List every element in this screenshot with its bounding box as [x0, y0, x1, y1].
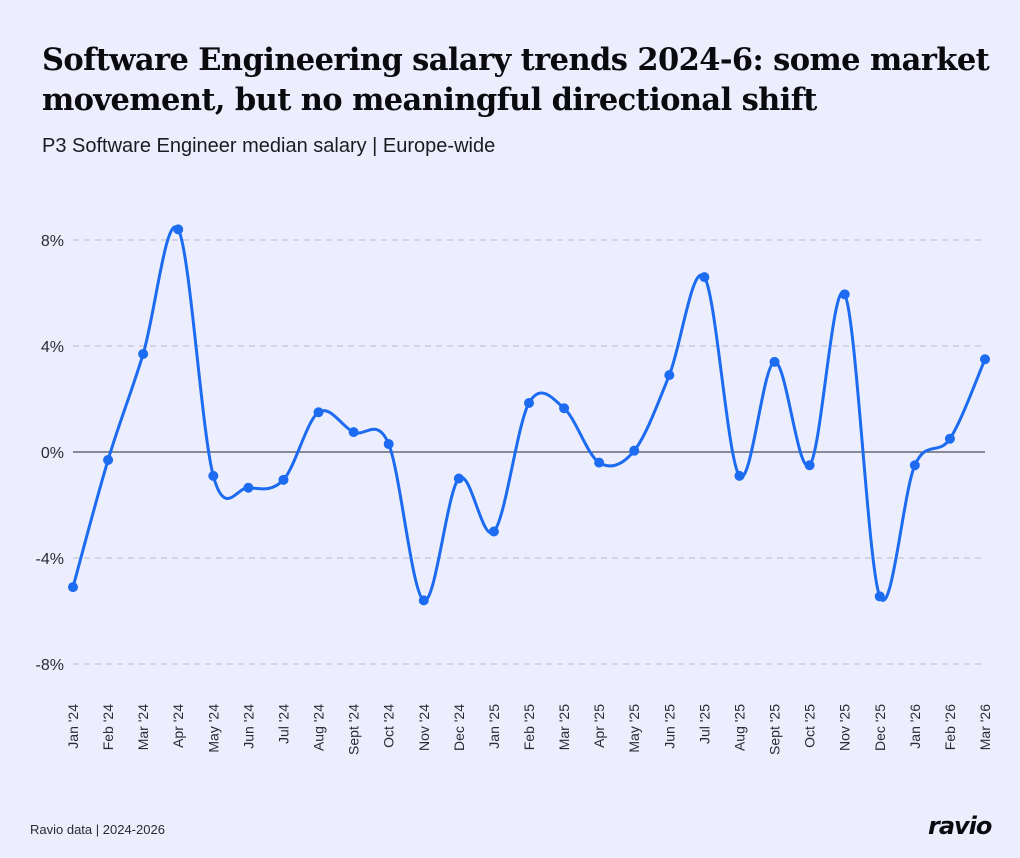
data-point — [559, 403, 570, 414]
y-tick-label: -8% — [36, 657, 64, 674]
data-point — [383, 439, 394, 450]
data-point — [769, 356, 780, 367]
data-point — [278, 474, 289, 485]
y-tick-label: 0% — [41, 445, 64, 462]
x-tick-label: Mar '25 — [556, 704, 572, 750]
data-point — [138, 348, 149, 359]
y-tick-label: 8% — [41, 233, 64, 250]
data-point — [664, 370, 675, 381]
series-line — [71, 225, 987, 602]
data-point — [243, 482, 254, 493]
x-tick-label: Dec '25 — [872, 704, 888, 751]
x-tick-label: Aug '25 — [731, 704, 747, 751]
y-axis-ticks: 8% 4% 0% -4% -8% — [36, 233, 64, 674]
x-tick-label: Jun '24 — [240, 704, 256, 749]
data-point — [453, 473, 464, 484]
x-tick-label: Jun '25 — [661, 704, 677, 749]
x-tick-label: Apr '24 — [170, 704, 186, 748]
data-source: Ravio data | 2024-2026 — [30, 822, 165, 837]
x-tick-label: Sept '24 — [346, 704, 362, 755]
x-tick-label: Mar '24 — [135, 704, 151, 750]
x-tick-label: Feb '25 — [521, 704, 537, 750]
x-tick-label: Jul '24 — [275, 704, 291, 744]
x-tick-label: Mar '26 — [977, 704, 993, 750]
data-point — [629, 445, 640, 456]
data-point — [488, 526, 499, 537]
x-tick-label: Jul '25 — [696, 704, 712, 744]
data-point — [348, 427, 359, 438]
x-tick-label: Nov '24 — [416, 704, 432, 751]
y-tick-label: -4% — [36, 551, 64, 568]
data-point — [68, 582, 78, 593]
data-point — [103, 454, 114, 465]
data-point — [839, 289, 850, 300]
data-point — [594, 457, 605, 468]
data-point — [944, 433, 955, 444]
x-tick-label: Feb '26 — [942, 704, 958, 750]
x-tick-label: Apr '25 — [591, 704, 607, 748]
x-axis-ticks: Jan '24 Feb '24 Mar '24 Apr '24 May '24 Jun '… — [65, 704, 993, 755]
ravio-logo: ravio — [928, 812, 992, 840]
x-tick-label: Jan '25 — [486, 704, 502, 749]
data-point — [208, 470, 219, 481]
data-point — [874, 591, 885, 602]
x-tick-label: May '25 — [626, 704, 642, 753]
data-point — [734, 470, 745, 481]
data-point — [980, 354, 990, 365]
data-point — [173, 224, 184, 235]
x-tick-label: Feb '24 — [100, 704, 116, 750]
x-tick-label: Oct '25 — [802, 704, 818, 748]
x-tick-label: Nov '25 — [837, 704, 853, 751]
data-point — [804, 460, 815, 471]
chart-title: Software Engineering salary trends 2024-… — [42, 42, 990, 118]
data-point — [313, 407, 324, 418]
grid-lines — [73, 239, 985, 665]
chart-subtitle: P3 Software Engineer median salary | Eur… — [42, 135, 496, 157]
data-point — [909, 460, 920, 471]
data-point — [524, 397, 534, 408]
x-tick-label: Jan '26 — [907, 704, 923, 749]
data-point — [699, 272, 710, 283]
x-tick-label: Oct '24 — [381, 704, 397, 748]
x-tick-label: Dec '24 — [451, 704, 467, 751]
y-tick-label: 4% — [41, 339, 64, 356]
data-point — [418, 595, 429, 606]
x-tick-label: Aug '24 — [311, 704, 327, 751]
x-tick-label: Jan '24 — [65, 704, 81, 749]
x-tick-label: Sept '25 — [767, 704, 783, 755]
data-points — [68, 224, 990, 606]
x-tick-label: May '24 — [205, 704, 221, 753]
